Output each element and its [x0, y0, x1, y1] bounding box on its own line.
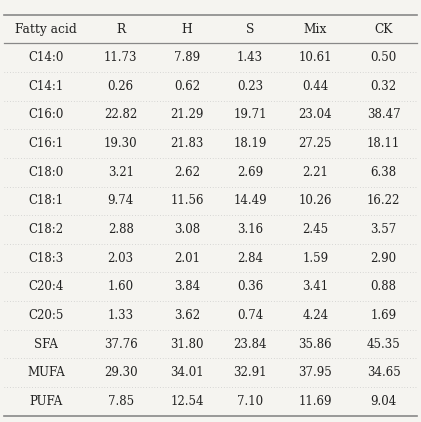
Text: 2.62: 2.62 [174, 166, 200, 179]
Text: 0.26: 0.26 [108, 80, 134, 93]
Text: 2.69: 2.69 [237, 166, 263, 179]
Text: 2.84: 2.84 [237, 252, 263, 265]
Text: 31.80: 31.80 [170, 338, 204, 351]
Text: S: S [246, 23, 254, 35]
Text: 3.21: 3.21 [108, 166, 134, 179]
Text: 9.74: 9.74 [108, 195, 134, 207]
Text: 2.21: 2.21 [302, 166, 328, 179]
Text: CK: CK [374, 23, 393, 35]
Text: 1.60: 1.60 [108, 280, 134, 293]
Text: MUFA: MUFA [27, 366, 65, 379]
Text: Fatty acid: Fatty acid [15, 23, 77, 35]
Text: 1.33: 1.33 [108, 309, 134, 322]
Text: C18:0: C18:0 [28, 166, 64, 179]
Text: 38.47: 38.47 [367, 108, 400, 122]
Text: 11.73: 11.73 [104, 51, 138, 64]
Text: 29.30: 29.30 [104, 366, 138, 379]
Text: 7.85: 7.85 [108, 395, 134, 408]
Text: 32.91: 32.91 [233, 366, 267, 379]
Text: 0.74: 0.74 [237, 309, 263, 322]
Text: 37.76: 37.76 [104, 338, 138, 351]
Text: Mix: Mix [304, 23, 327, 35]
Text: 14.49: 14.49 [233, 195, 267, 207]
Text: 19.71: 19.71 [233, 108, 267, 122]
Text: 3.62: 3.62 [174, 309, 200, 322]
Text: 27.25: 27.25 [298, 137, 332, 150]
Text: 0.32: 0.32 [370, 80, 397, 93]
Text: 11.56: 11.56 [170, 195, 204, 207]
Text: 2.01: 2.01 [174, 252, 200, 265]
Text: C18:3: C18:3 [28, 252, 64, 265]
Text: C14:0: C14:0 [28, 51, 64, 64]
Text: 2.90: 2.90 [370, 252, 397, 265]
Text: 1.59: 1.59 [302, 252, 328, 265]
Text: 4.24: 4.24 [302, 309, 328, 322]
Text: 3.84: 3.84 [174, 280, 200, 293]
Text: 16.22: 16.22 [367, 195, 400, 207]
Text: 0.88: 0.88 [370, 280, 397, 293]
Text: C16:0: C16:0 [28, 108, 64, 122]
Text: 23.04: 23.04 [298, 108, 332, 122]
Text: 3.57: 3.57 [370, 223, 397, 236]
Text: 0.36: 0.36 [237, 280, 263, 293]
Text: 0.44: 0.44 [302, 80, 328, 93]
Text: 45.35: 45.35 [367, 338, 400, 351]
Text: 0.23: 0.23 [237, 80, 263, 93]
Text: 23.84: 23.84 [233, 338, 267, 351]
Text: C20:4: C20:4 [28, 280, 64, 293]
Text: C20:5: C20:5 [28, 309, 64, 322]
Text: 21.29: 21.29 [171, 108, 204, 122]
Text: R: R [116, 23, 125, 35]
Text: 18.11: 18.11 [367, 137, 400, 150]
Text: 7.10: 7.10 [237, 395, 263, 408]
Text: 19.30: 19.30 [104, 137, 138, 150]
Text: 10.26: 10.26 [298, 195, 332, 207]
Text: 0.62: 0.62 [174, 80, 200, 93]
Text: 7.89: 7.89 [174, 51, 200, 64]
Text: C16:1: C16:1 [28, 137, 64, 150]
Text: 3.41: 3.41 [302, 280, 328, 293]
Text: 9.04: 9.04 [370, 395, 397, 408]
Text: C18:2: C18:2 [28, 223, 64, 236]
Text: 34.65: 34.65 [367, 366, 400, 379]
Text: 2.88: 2.88 [108, 223, 133, 236]
Text: 2.03: 2.03 [108, 252, 134, 265]
Text: 37.95: 37.95 [298, 366, 332, 379]
Text: 22.82: 22.82 [104, 108, 137, 122]
Text: SFA: SFA [34, 338, 58, 351]
Text: 3.08: 3.08 [174, 223, 200, 236]
Text: C14:1: C14:1 [28, 80, 64, 93]
Text: 3.16: 3.16 [237, 223, 263, 236]
Text: C18:1: C18:1 [28, 195, 64, 207]
Text: 1.43: 1.43 [237, 51, 263, 64]
Text: 34.01: 34.01 [170, 366, 204, 379]
Text: 6.38: 6.38 [370, 166, 397, 179]
Text: 21.83: 21.83 [171, 137, 204, 150]
Text: H: H [181, 23, 192, 35]
Text: 18.19: 18.19 [233, 137, 267, 150]
Text: PUFA: PUFA [29, 395, 63, 408]
Text: 1.69: 1.69 [370, 309, 397, 322]
Text: 11.69: 11.69 [298, 395, 332, 408]
Text: 2.45: 2.45 [302, 223, 328, 236]
Text: 12.54: 12.54 [170, 395, 204, 408]
Text: 35.86: 35.86 [298, 338, 332, 351]
Text: 0.50: 0.50 [370, 51, 397, 64]
Text: 10.61: 10.61 [298, 51, 332, 64]
